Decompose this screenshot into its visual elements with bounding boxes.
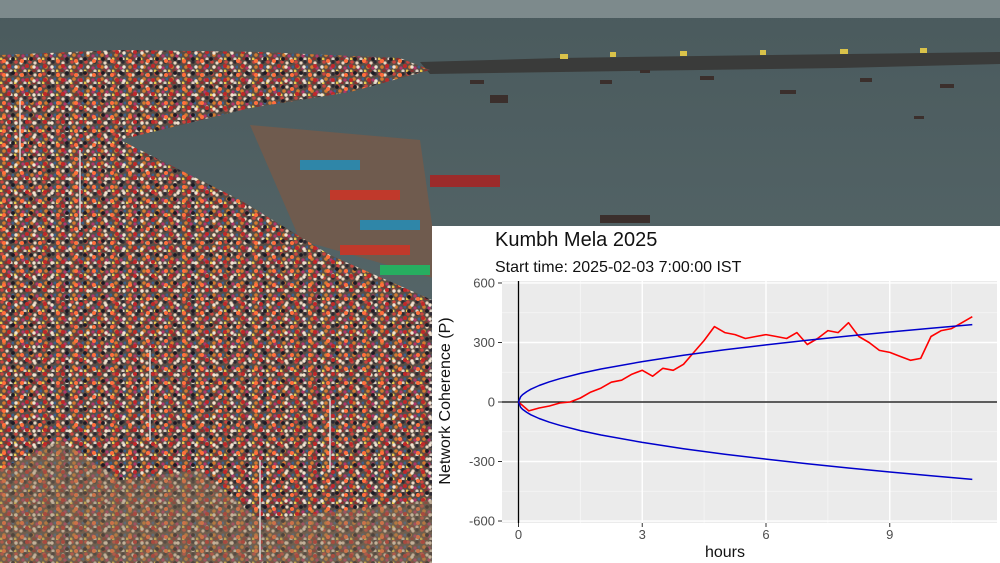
series-line-envelope [517,323,973,403]
x-tick-label: 9 [886,527,893,542]
network-coherence-chart: 0 3 6 9 -600 -300 0 300 600 hours Network Cohere… [437,275,997,561]
y-tick-label: -600 [469,514,495,529]
y-tick-label: -300 [469,454,495,469]
chart-subtitle: Start time: 2025-02-03 7:00:00 IST [495,259,742,276]
x-tick-label: 3 [639,527,646,542]
y-axis-label: Network Coherence (P) [437,317,454,484]
x-tick-label: 0 [515,527,522,542]
series-line-coherence [517,316,973,412]
y-tick-label: 300 [473,335,495,350]
chart-panel: 0 3 6 9 -600 -300 0 300 600 hours Network Cohere… [432,226,1000,563]
x-axis-label: hours [705,544,745,561]
x-tick-label: 6 [762,527,769,542]
chart-title: Kumbh Mela 2025 [495,229,658,251]
y-tick-label: 0 [488,395,495,410]
series-line-envelope [517,401,973,481]
y-tick-label: 600 [473,275,495,290]
